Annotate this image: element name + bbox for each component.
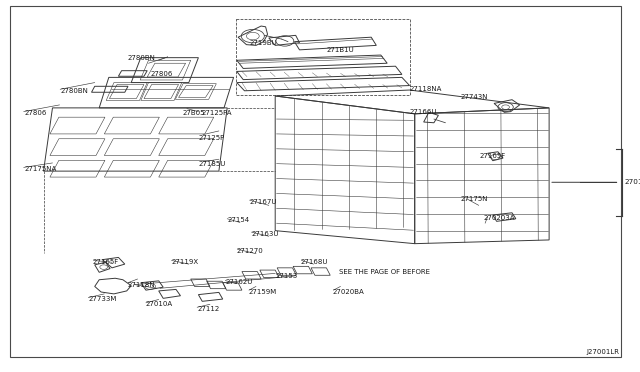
Text: 27112: 27112	[197, 306, 220, 312]
Text: 2719BU: 2719BU	[250, 40, 277, 46]
Text: 27118N: 27118N	[128, 282, 156, 288]
Text: 27806: 27806	[24, 110, 47, 116]
Text: 27165F: 27165F	[93, 259, 119, 265]
Text: J27001LR: J27001LR	[586, 349, 620, 355]
Text: 27118NA: 27118NA	[410, 86, 442, 92]
Text: 2780BN: 2780BN	[128, 55, 156, 61]
Text: 270203A: 270203A	[483, 215, 515, 221]
Text: 27159M: 27159M	[248, 289, 276, 295]
Text: 27B05: 27B05	[182, 110, 205, 116]
Text: 27125PA: 27125PA	[202, 110, 232, 116]
Text: 27168U: 27168U	[301, 259, 328, 265]
Text: 27010: 27010	[624, 179, 640, 185]
Text: 271B1U: 271B1U	[326, 47, 354, 53]
Text: 27167U: 27167U	[250, 199, 277, 205]
Text: 271270: 271270	[237, 248, 264, 254]
Text: 27010A: 27010A	[146, 301, 173, 307]
Text: 27806: 27806	[150, 71, 173, 77]
Text: 27165F: 27165F	[480, 153, 506, 159]
Text: 27166U: 27166U	[410, 109, 437, 115]
Text: 27175N: 27175N	[461, 196, 488, 202]
Text: 27020BA: 27020BA	[333, 289, 365, 295]
Text: 27162U: 27162U	[225, 279, 253, 285]
Text: 27175NA: 27175NA	[24, 166, 56, 172]
Text: 27154: 27154	[227, 217, 250, 223]
Text: SEE THE PAGE OF BEFORE: SEE THE PAGE OF BEFORE	[339, 269, 430, 275]
Text: 27163U: 27163U	[252, 231, 279, 237]
Text: 27743N: 27743N	[461, 94, 488, 100]
Text: 2780BN: 2780BN	[61, 88, 89, 94]
Text: 27125P: 27125P	[198, 135, 225, 141]
Text: 27153: 27153	[275, 273, 298, 279]
Text: 27733M: 27733M	[88, 296, 116, 302]
Text: 27185U: 27185U	[198, 161, 226, 167]
Text: 27119X: 27119X	[172, 259, 198, 265]
